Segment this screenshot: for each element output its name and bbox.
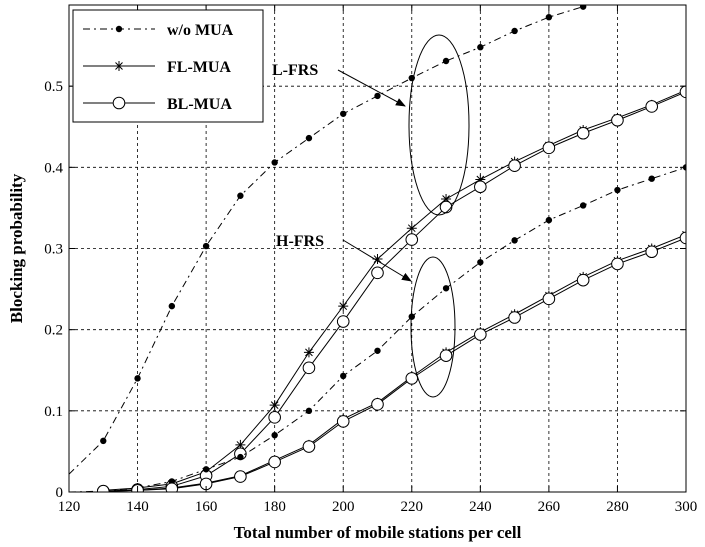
- y-tick-label: 0: [56, 485, 64, 501]
- data-point-h-frs-bl-mua: [234, 470, 247, 483]
- data-point-l-frs-fl-mua: [235, 439, 246, 450]
- x-tick-label: 160: [195, 499, 218, 515]
- data-point-h-frs-w-o-mua: [648, 175, 655, 182]
- x-tick-label: 220: [401, 499, 424, 515]
- data-point-l-frs-fl-mua: [338, 301, 349, 312]
- data-point-h-frs-bl-mua: [336, 415, 350, 428]
- y-tick-label: 0.3: [44, 242, 63, 258]
- data-point-h-frs-w-o-mua: [408, 313, 415, 320]
- data-point-l-frs-w-o-mua: [100, 437, 107, 445]
- data-point-l-frs-w-o-mua: [305, 134, 313, 142]
- data-point-l-frs-bl-mua: [542, 141, 556, 155]
- data-point-l-frs-fl-mua: [372, 254, 383, 265]
- data-point-l-frs-bl-mua: [679, 85, 686, 99]
- data-point-h-frs-w-o-mua: [614, 186, 621, 194]
- data-point-h-frs-bl-mua: [371, 398, 384, 411]
- axis-ticks: 120 140 160 180 200 220 240 260 280 300 0 0.1 0.2 0.3…: [44, 5, 697, 515]
- legend-label-0: w/o MUA: [167, 22, 234, 39]
- data-point-l-frs-w-o-mua: [340, 110, 347, 117]
- x-tick-label: 180: [263, 499, 286, 515]
- data-point-h-frs-bl-mua: [611, 257, 624, 271]
- data-point-h-frs-bl-mua: [405, 372, 419, 385]
- data-point-l-frs-bl-mua: [508, 159, 521, 173]
- x-tick-label: 140: [126, 499, 149, 515]
- data-point-l-frs-bl-mua: [611, 113, 624, 127]
- data-point-l-frs-w-o-mua: [579, 5, 587, 10]
- data-point-l-frs-fl-mua: [269, 400, 280, 411]
- data-point-h-frs-bl-mua: [474, 328, 487, 341]
- data-point-h-frs-w-o-mua: [442, 285, 450, 292]
- y-tick-label: 0.2: [44, 323, 63, 339]
- data-point-h-frs-bl-mua: [508, 311, 521, 324]
- data-point-l-frs-w-o-mua: [168, 302, 176, 310]
- data-point-l-frs-w-o-mua: [374, 92, 381, 100]
- data-point-h-frs-w-o-mua: [237, 453, 244, 461]
- data-point-l-frs-w-o-mua: [545, 13, 553, 21]
- data-point-l-frs-bl-mua: [439, 200, 453, 214]
- data-point-l-frs-w-o-mua: [477, 44, 484, 51]
- x-axis-label: Total number of mobile stations per cell: [234, 523, 522, 542]
- data-point-l-frs-bl-mua: [302, 361, 316, 375]
- data-point-l-frs-bl-mua: [336, 315, 350, 328]
- y-tick-label: 0.1: [44, 404, 63, 420]
- annotation-ellipse-l-frs: [408, 34, 470, 216]
- annotation-h-frs: H-FRS: [276, 233, 324, 250]
- legend-marker-0: [115, 25, 123, 33]
- data-point-h-frs-bl-mua: [165, 482, 179, 492]
- data-point-l-frs-fl-mua: [441, 193, 452, 204]
- data-point-l-frs-fl-mua: [303, 347, 314, 358]
- data-point-l-frs-w-o-mua: [511, 27, 518, 35]
- data-point-l-frs-fl-mua: [475, 174, 486, 185]
- data-point-l-frs-w-o-mua: [442, 57, 450, 65]
- data-point-h-frs-w-o-mua: [271, 431, 278, 439]
- data-point-h-frs-w-o-mua: [202, 466, 210, 473]
- data-point-l-frs-w-o-mua: [237, 192, 244, 199]
- x-tick-label: 280: [606, 499, 629, 515]
- data-point-l-frs-bl-mua: [268, 411, 281, 424]
- data-point-h-frs-w-o-mua: [477, 259, 484, 266]
- data-point-h-frs-w-o-mua: [305, 407, 313, 415]
- legend: w/o MUA FL-MUA BL-MUA: [72, 9, 264, 123]
- data-point-h-frs-w-o-mua: [374, 347, 381, 354]
- data-point-l-frs-bl-mua: [371, 266, 384, 280]
- data-point-h-frs-bl-mua: [645, 245, 659, 259]
- data-point-l-frs-w-o-mua: [202, 242, 210, 250]
- data-point-h-frs-bl-mua: [302, 440, 316, 453]
- legend-marker-1: [114, 61, 124, 71]
- annotation-arrow-h-frs: [342, 239, 412, 282]
- data-point-h-frs-bl-mua: [268, 455, 281, 469]
- data-point-h-frs-bl-mua: [542, 292, 556, 306]
- legend-label-2: BL-MUA: [167, 96, 232, 113]
- data-point-l-frs-fl-mua: [406, 223, 417, 234]
- legend-marker-2: [112, 96, 126, 110]
- data-point-h-frs-bl-mua: [679, 231, 686, 245]
- data-point-l-frs-bl-mua: [576, 126, 590, 140]
- data-point-l-frs-w-o-mua: [134, 375, 141, 382]
- annotation-l-frs: L-FRS: [272, 62, 318, 79]
- data-point-h-frs-w-o-mua: [579, 202, 587, 209]
- data-point-l-frs-bl-mua: [474, 180, 487, 194]
- annotation-ellipse-h-frs: [410, 256, 456, 398]
- data-point-h-frs-bl-mua: [96, 484, 110, 492]
- y-tick-label: 0.4: [44, 160, 63, 176]
- data-point-h-frs-bl-mua: [576, 273, 590, 287]
- y-tick-label: 0.5: [44, 79, 63, 95]
- data-point-h-frs-bl-mua: [439, 349, 453, 362]
- y-axis-label: Blocking probability: [7, 173, 26, 323]
- x-tick-label: 300: [675, 499, 698, 515]
- data-point-h-frs-w-o-mua: [340, 372, 347, 380]
- annotation-arrow-l-frs: [337, 69, 406, 107]
- x-tick-label: 120: [58, 499, 81, 515]
- x-tick-label: 240: [469, 499, 492, 515]
- data-point-l-frs-bl-mua: [405, 233, 419, 246]
- x-tick-label: 260: [538, 499, 561, 515]
- annotations: [337, 34, 470, 398]
- legend-label-1: FL-MUA: [167, 59, 231, 76]
- data-point-l-frs-w-o-mua: [271, 159, 278, 166]
- data-point-l-frs-bl-mua: [645, 100, 659, 113]
- x-tick-label: 200: [332, 499, 355, 515]
- data-point-h-frs-w-o-mua: [545, 216, 553, 224]
- data-point-h-frs-w-o-mua: [511, 237, 518, 244]
